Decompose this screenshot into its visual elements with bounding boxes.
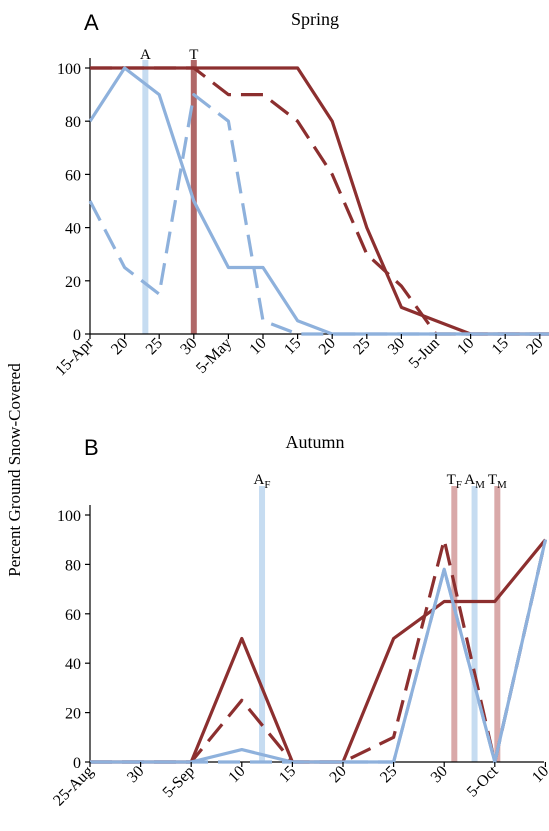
autumn-y-tick-label-60: 60 [65, 607, 81, 624]
autumn-x-tick-label-6: 25 [377, 763, 400, 786]
autumn-marker-lines: AF TF AM TM [254, 472, 507, 762]
spring-x-tick-label-11: 10 [454, 335, 477, 358]
spring-x-tick-label-4: 5-May [193, 335, 235, 377]
autumn-x-tick-label-4: 15 [276, 763, 299, 786]
spring-x-tick-label-8: 25 [350, 335, 373, 358]
spring-x-tick-label-9: 30 [385, 335, 408, 358]
panel-letter-b: B [84, 435, 99, 460]
spring-y-tick-label-20: 20 [65, 274, 81, 291]
autumn-series-line-4 [90, 539, 547, 764]
panel-letter-a: A [84, 10, 99, 35]
spring-series-line-1 [90, 66, 549, 336]
spring-marker-label-a: A [140, 47, 151, 63]
spring-x-tick-label-1: 20 [108, 335, 131, 358]
spring-x-tick-label-7: 20 [316, 335, 339, 358]
y-axis-label: Percent Ground Snow-Covered [5, 363, 24, 577]
autumn-marker-label-am: AM [464, 472, 485, 491]
autumn-x-tick-label-2: 5-Sep [160, 763, 198, 801]
autumn-x-tick-label-1: 30 [124, 763, 147, 786]
spring-y-tick-label-80: 80 [65, 114, 81, 131]
spring-x-tick-label-10: 5-Jun [406, 335, 443, 372]
spring-panel-title: Spring [291, 9, 339, 29]
autumn-x-tick-label-8: 5-Oct [464, 762, 502, 800]
spring-y-tick-label-40: 40 [65, 221, 81, 238]
spring-x-tick-label-5: 10 [246, 335, 269, 358]
spring-x-tick-label-13: 20 [523, 335, 546, 358]
autumn-y-tick-label-20: 20 [65, 706, 81, 723]
spring-series [88, 66, 549, 336]
spring-x-tick-label-6: 15 [281, 335, 304, 358]
autumn-x-tick-label-7: 30 [428, 763, 451, 786]
autumn-marker-label-tm: TM [488, 472, 507, 491]
autumn-y-tick-label-100: 100 [57, 508, 81, 525]
autumn-y-tick-label-40: 40 [65, 656, 81, 673]
autumn-x-tick-label-5: 20 [326, 763, 349, 786]
autumn-x-tick-label-9: 10 [529, 763, 549, 786]
spring-series-line-3 [88, 66, 549, 336]
autumn-x-tick-label-3: 10 [225, 763, 248, 786]
spring-y-tick-label-0: 0 [73, 327, 81, 344]
spring-y-tick-label-60: 60 [65, 167, 81, 184]
autumn-series [90, 538, 547, 764]
autumn-y-tick-label-80: 80 [65, 557, 81, 574]
autumn-y-tick-label-0: 0 [73, 755, 81, 772]
spring-series-line-2 [90, 66, 549, 336]
spring-x-tick-label-2: 25 [143, 335, 166, 358]
autumn-panel-title: Autumn [285, 432, 344, 452]
spring-y-tick-label-100: 100 [57, 61, 81, 78]
spring-x-tick-label-12: 15 [489, 335, 512, 358]
spring-series-line-4 [88, 92, 549, 336]
spring-marker-label-t: T [189, 47, 198, 63]
spring-x-tick-label-3: 30 [177, 335, 200, 358]
